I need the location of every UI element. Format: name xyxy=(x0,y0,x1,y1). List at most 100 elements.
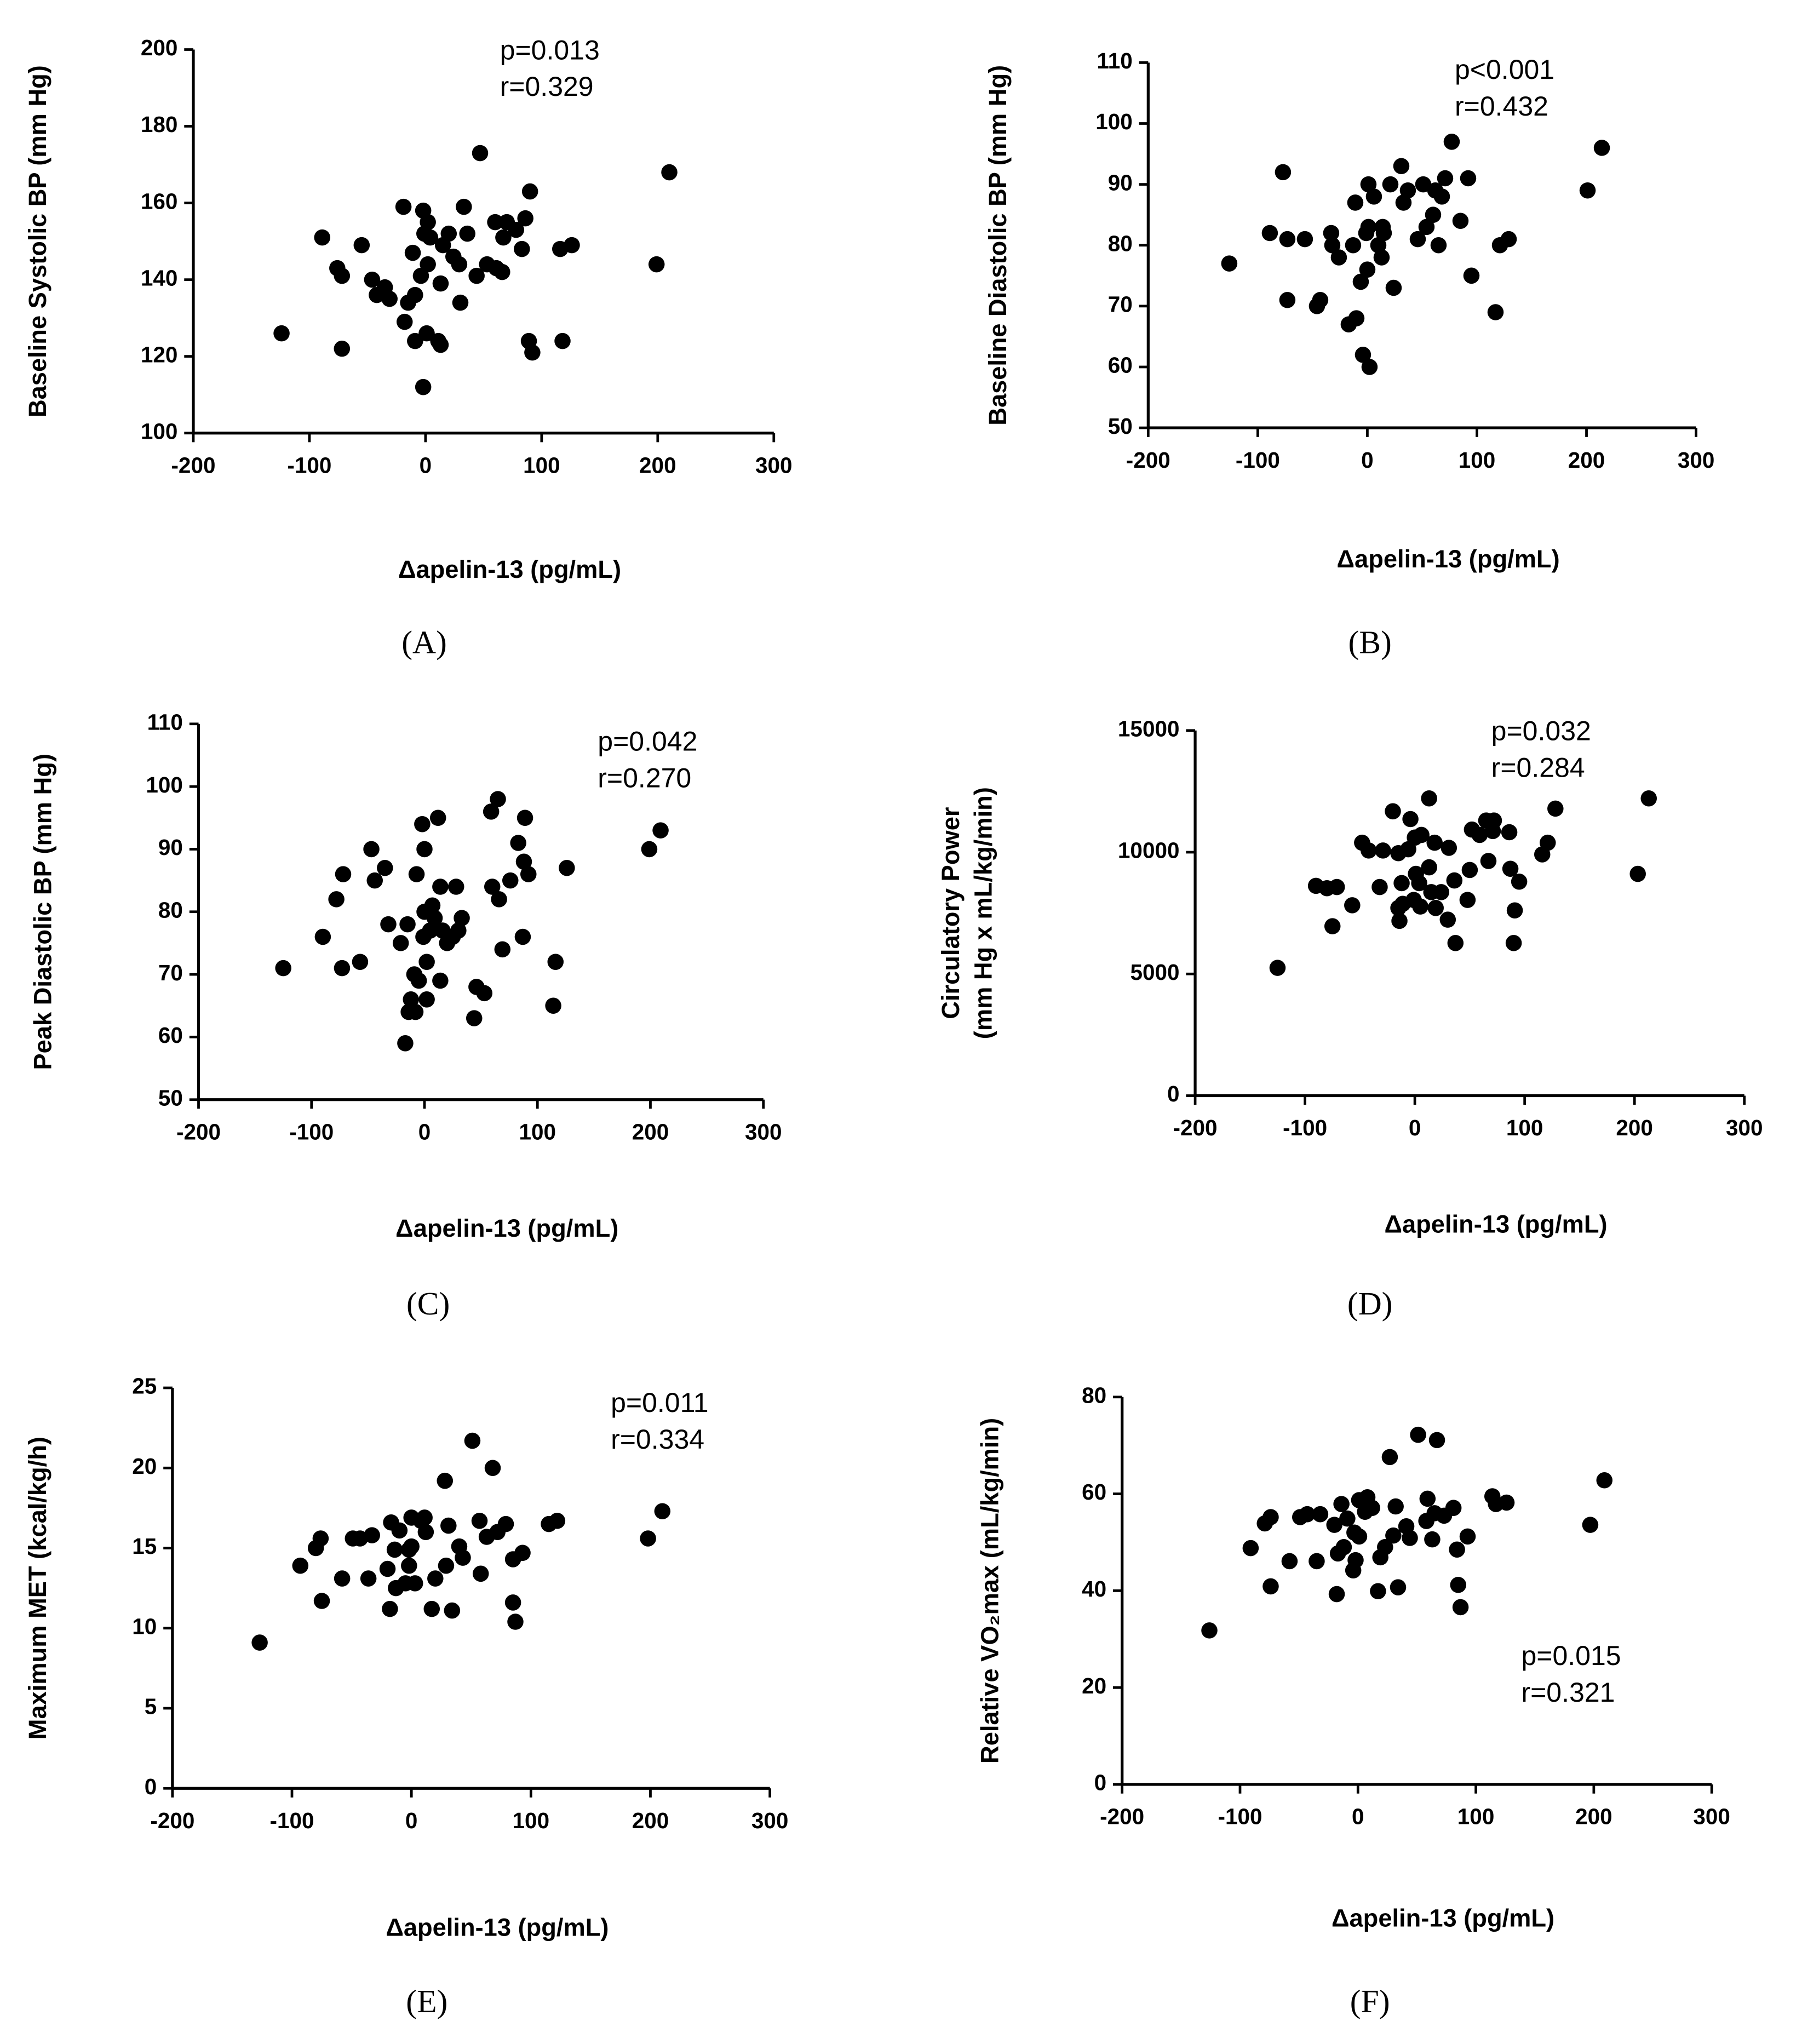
point xyxy=(504,1594,521,1611)
x-tick-label: 0 xyxy=(418,1119,431,1144)
x-tick-label: 100 xyxy=(1506,1115,1543,1140)
point xyxy=(1433,884,1450,900)
point xyxy=(377,859,393,876)
point xyxy=(1445,1500,1462,1516)
y-tick-label: 15 xyxy=(132,1534,157,1559)
point xyxy=(1370,1583,1386,1600)
point xyxy=(1410,1426,1426,1443)
point xyxy=(1412,898,1428,915)
point xyxy=(1424,1531,1441,1548)
annotation: p=0.032 xyxy=(1491,716,1591,747)
point xyxy=(450,922,467,939)
point xyxy=(1381,1449,1398,1466)
point xyxy=(459,225,475,242)
x-tick-label: 0 xyxy=(1409,1115,1421,1140)
chart: -200 -100 0 100 200 300 0 5000 10000 15000 Circula… xyxy=(937,716,1763,1322)
point xyxy=(1361,359,1378,375)
y-tick-label: 140 xyxy=(141,265,178,290)
point xyxy=(1501,824,1518,841)
y-tick-label: 25 xyxy=(132,1374,157,1399)
point xyxy=(437,1472,454,1489)
x-tick-label: 100 xyxy=(1459,447,1496,473)
point xyxy=(472,145,489,162)
y-tick-label: 60 xyxy=(158,1023,183,1048)
point xyxy=(1427,900,1444,916)
annotation: p=0.011 xyxy=(611,1387,708,1418)
point xyxy=(416,841,433,858)
point xyxy=(1351,1528,1368,1545)
point xyxy=(1593,140,1610,156)
point xyxy=(1352,273,1369,290)
point xyxy=(1480,853,1497,869)
point xyxy=(1377,1539,1393,1555)
point xyxy=(1355,347,1371,363)
point xyxy=(420,214,436,231)
point xyxy=(507,1614,524,1630)
point xyxy=(497,1515,514,1532)
point xyxy=(1345,237,1362,254)
point xyxy=(1421,790,1437,807)
point xyxy=(1201,1622,1218,1639)
point xyxy=(407,1003,424,1020)
point xyxy=(447,879,464,895)
point xyxy=(1425,206,1442,223)
point xyxy=(399,916,416,933)
point xyxy=(381,290,398,307)
point xyxy=(549,1513,566,1529)
point xyxy=(1279,231,1296,248)
point xyxy=(1452,1599,1469,1616)
panel-label: (A) xyxy=(401,624,447,661)
point xyxy=(1447,935,1464,951)
point xyxy=(418,991,435,1008)
y-tick-label: 100 xyxy=(141,418,178,444)
x-tick-label: -100 xyxy=(1218,1804,1262,1829)
y-tick-label: 80 xyxy=(1082,1382,1106,1408)
point xyxy=(472,1565,489,1582)
point xyxy=(1309,1553,1325,1570)
point xyxy=(483,803,500,820)
x-tick-label: 100 xyxy=(523,452,560,478)
point xyxy=(424,897,441,914)
point xyxy=(427,1570,444,1587)
y-axis-label: Baseline Systolic BP (mm Hg) xyxy=(24,65,51,417)
point xyxy=(1365,188,1382,205)
x-tick-label: -100 xyxy=(287,452,331,478)
point xyxy=(406,1575,423,1592)
point xyxy=(1333,1496,1350,1512)
x-tick-label: 100 xyxy=(513,1808,550,1833)
point xyxy=(1390,1579,1407,1595)
point xyxy=(471,1513,488,1529)
point xyxy=(1539,834,1556,851)
point xyxy=(1426,834,1443,851)
y-tick-label: 50 xyxy=(158,1085,183,1110)
point xyxy=(420,256,436,273)
point xyxy=(1419,1490,1436,1507)
point xyxy=(1348,310,1365,326)
point xyxy=(407,332,423,349)
point xyxy=(1485,812,1502,829)
point xyxy=(487,214,503,231)
y-tick-label: 120 xyxy=(141,342,178,367)
point xyxy=(1382,176,1399,193)
point xyxy=(495,229,512,246)
point xyxy=(1449,1541,1465,1558)
point xyxy=(1335,1539,1352,1555)
panel-label: (F) xyxy=(1350,1983,1390,2019)
point xyxy=(1262,1509,1279,1525)
point xyxy=(1296,231,1313,248)
point xyxy=(1359,261,1376,278)
point xyxy=(1387,1498,1404,1515)
point xyxy=(494,263,510,280)
y-tick-label: 90 xyxy=(158,835,183,860)
point xyxy=(1487,304,1504,320)
point xyxy=(422,922,439,939)
point xyxy=(1393,158,1410,175)
point xyxy=(440,225,457,242)
x-tick-label: -100 xyxy=(270,1808,314,1833)
point xyxy=(408,866,425,882)
point xyxy=(1328,879,1345,895)
point xyxy=(648,256,665,273)
y-axis-label: Relative VO₂max (mL/kg/min) xyxy=(975,1418,1003,1764)
point xyxy=(418,325,435,342)
y-axis-label: Baseline Diastolic BP (mm Hg) xyxy=(984,65,1012,426)
